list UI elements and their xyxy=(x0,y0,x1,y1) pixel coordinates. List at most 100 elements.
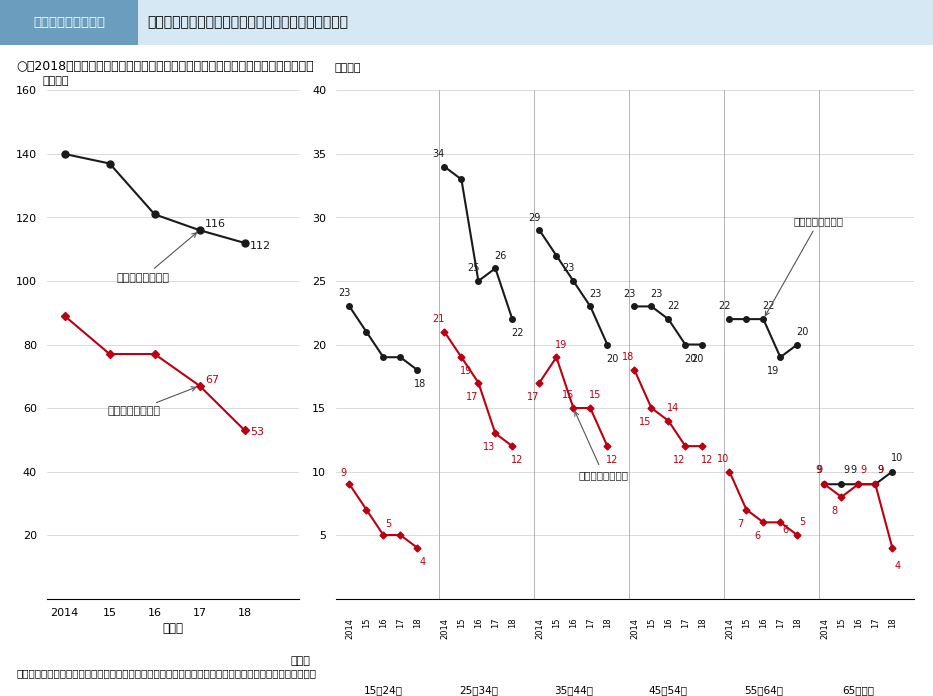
Text: 5: 5 xyxy=(385,519,392,529)
Text: 23: 23 xyxy=(338,287,351,297)
X-axis label: 年齢計: 年齢計 xyxy=(162,622,183,635)
Text: 9: 9 xyxy=(860,466,867,475)
Text: 20: 20 xyxy=(691,354,703,363)
Text: 20: 20 xyxy=(684,354,697,363)
Text: 9: 9 xyxy=(341,468,346,478)
Text: 16: 16 xyxy=(569,617,578,628)
Text: 25: 25 xyxy=(467,263,480,274)
Text: 15: 15 xyxy=(562,390,575,400)
Text: 12: 12 xyxy=(606,455,619,465)
Text: 15: 15 xyxy=(362,617,371,628)
Text: 112: 112 xyxy=(250,242,272,251)
Text: 53: 53 xyxy=(250,427,264,437)
Text: 22: 22 xyxy=(667,301,680,312)
Text: 2014: 2014 xyxy=(440,617,449,639)
Text: 2014: 2014 xyxy=(725,617,734,639)
Text: 15: 15 xyxy=(742,617,751,628)
Text: 9: 9 xyxy=(843,466,850,475)
Text: 21: 21 xyxy=(432,314,445,324)
Text: 17: 17 xyxy=(776,617,785,628)
Text: 8: 8 xyxy=(831,506,838,516)
Text: 35～44歳: 35～44歳 xyxy=(554,685,592,695)
Text: 18: 18 xyxy=(622,352,634,363)
Text: 16: 16 xyxy=(759,617,768,628)
Bar xyxy=(0,0,138,45)
Text: 15: 15 xyxy=(639,417,651,427)
Text: 4: 4 xyxy=(419,557,425,567)
Text: 4: 4 xyxy=(895,560,900,571)
Text: 23: 23 xyxy=(590,289,602,299)
Text: 10: 10 xyxy=(891,452,903,463)
Text: 9: 9 xyxy=(850,466,856,475)
Text: 9: 9 xyxy=(815,466,822,475)
Text: 15: 15 xyxy=(552,617,561,628)
Text: 116: 116 xyxy=(205,219,226,229)
Text: 14: 14 xyxy=(667,403,679,413)
Text: 23: 23 xyxy=(650,289,662,299)
Text: 第１－（２）－４図: 第１－（２）－４図 xyxy=(33,16,105,29)
Text: 18: 18 xyxy=(698,617,707,628)
Text: 55～64歳: 55～64歳 xyxy=(744,685,783,695)
Text: 26: 26 xyxy=(494,251,507,261)
Text: （万人）: （万人） xyxy=(334,63,361,73)
Text: 失業期間１年未満: 失業期間１年未満 xyxy=(117,232,197,283)
Text: 65歳以上: 65歳以上 xyxy=(842,685,874,695)
Text: 29: 29 xyxy=(528,212,540,223)
Text: 20: 20 xyxy=(606,354,619,363)
Text: 2014: 2014 xyxy=(630,617,639,639)
Text: 23: 23 xyxy=(623,289,635,299)
Text: 17: 17 xyxy=(466,392,479,402)
Text: 18: 18 xyxy=(413,379,426,389)
Text: 45～54歳: 45～54歳 xyxy=(648,685,688,695)
Text: 9: 9 xyxy=(877,466,884,475)
Text: 15: 15 xyxy=(590,390,602,400)
Text: 18: 18 xyxy=(603,617,612,628)
Text: 2014: 2014 xyxy=(820,617,829,639)
Text: （年）: （年） xyxy=(291,656,311,665)
Text: 18: 18 xyxy=(793,617,801,628)
Text: 19: 19 xyxy=(460,366,473,377)
Text: 16: 16 xyxy=(474,617,483,628)
Text: 15: 15 xyxy=(457,617,466,628)
Text: 12: 12 xyxy=(674,455,686,465)
Text: 19: 19 xyxy=(768,366,780,377)
Text: （万人）: （万人） xyxy=(42,76,69,86)
Text: 17: 17 xyxy=(491,617,500,628)
Text: 失業期間１年以上: 失業期間１年以上 xyxy=(575,412,629,480)
Text: 9: 9 xyxy=(877,466,884,475)
Text: 18: 18 xyxy=(508,617,517,628)
Text: 18: 18 xyxy=(412,617,422,628)
Text: 19: 19 xyxy=(555,340,567,349)
Text: 16: 16 xyxy=(854,617,863,628)
Bar xyxy=(138,0,933,45)
Text: 15: 15 xyxy=(647,617,656,628)
Text: 13: 13 xyxy=(483,443,495,452)
Text: 18: 18 xyxy=(888,617,897,628)
Text: 6: 6 xyxy=(783,525,788,535)
Text: 7: 7 xyxy=(737,519,744,529)
Text: 年齢階級別・失業期間別にみた完全失業者数の推移: 年齢階級別・失業期間別にみた完全失業者数の推移 xyxy=(147,15,348,30)
Text: 17: 17 xyxy=(586,617,595,628)
Text: 23: 23 xyxy=(562,263,575,274)
Text: 67: 67 xyxy=(205,374,219,385)
Text: 34: 34 xyxy=(432,149,445,159)
Text: 15: 15 xyxy=(837,617,846,628)
Text: 2014: 2014 xyxy=(345,617,354,639)
Text: 12: 12 xyxy=(511,455,523,465)
Text: 22: 22 xyxy=(718,301,731,312)
Text: 22: 22 xyxy=(762,301,774,312)
Text: 17: 17 xyxy=(870,617,880,628)
Text: 17: 17 xyxy=(527,392,539,402)
Text: 15～24歳: 15～24歳 xyxy=(364,685,403,695)
Text: 16: 16 xyxy=(379,617,388,628)
Text: 5: 5 xyxy=(800,517,805,528)
Text: 12: 12 xyxy=(702,455,714,465)
Text: 22: 22 xyxy=(511,329,523,338)
Text: 20: 20 xyxy=(796,327,809,337)
Text: 9: 9 xyxy=(816,466,822,475)
Text: 17: 17 xyxy=(681,617,689,628)
Text: 25～34歳: 25～34歳 xyxy=(459,685,498,695)
Text: ○　2018年の失業期間１年以上の長期失業者数は、すべての年齢階級で減少した。: ○ 2018年の失業期間１年以上の長期失業者数は、すべての年齢階級で減少した。 xyxy=(17,60,314,73)
Text: 資料出所　総務省統計局「労働力調査（詳細集計）」をもとに厚生労働省政策統括官付政策統括室にて作成: 資料出所 総務省統計局「労働力調査（詳細集計）」をもとに厚生労働省政策統括官付政… xyxy=(17,668,317,678)
Text: 2014: 2014 xyxy=(535,617,544,639)
